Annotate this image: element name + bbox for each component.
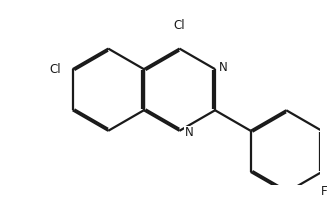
Text: Cl: Cl xyxy=(174,19,185,32)
Text: Cl: Cl xyxy=(50,63,61,76)
Text: N: N xyxy=(219,61,227,74)
Text: F: F xyxy=(320,185,327,198)
Text: N: N xyxy=(185,126,194,139)
